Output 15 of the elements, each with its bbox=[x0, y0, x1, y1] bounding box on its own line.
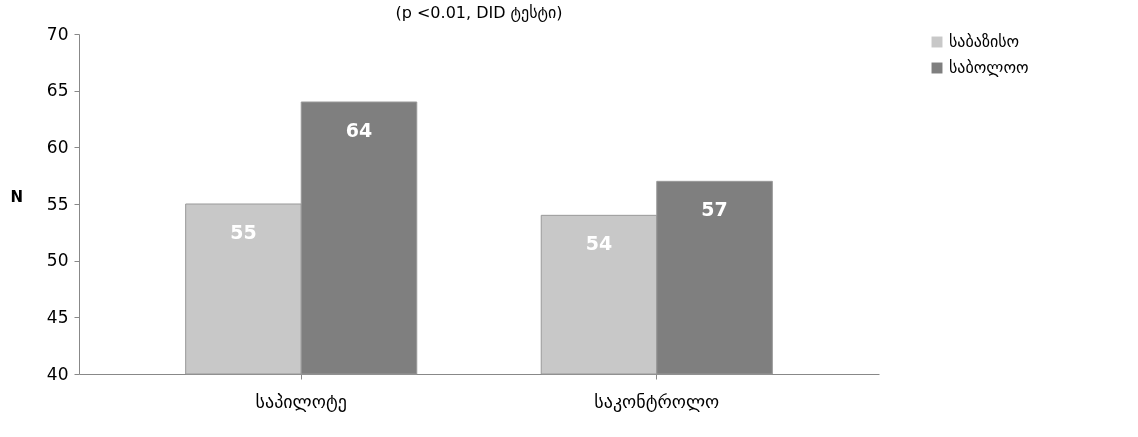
data-label: 57 bbox=[701, 198, 728, 221]
y-tick-label: 50 bbox=[46, 250, 69, 271]
y-tick-label: 70 bbox=[46, 23, 69, 44]
y-tick-label: 45 bbox=[46, 306, 69, 327]
y-tick-label: 40 bbox=[46, 363, 69, 384]
y-tick-label: 65 bbox=[46, 80, 69, 101]
chart-title: (p <0.01, DID ტესტი) bbox=[395, 3, 563, 22]
x-tick-label: საკონტროლო bbox=[594, 390, 720, 412]
x-tick-label: საპილოტე bbox=[255, 390, 347, 412]
data-label: 64 bbox=[345, 119, 373, 141]
legend-label: საბოლოო bbox=[949, 58, 1029, 77]
legend-label: საბაზისო bbox=[949, 32, 1020, 51]
y-tick-label: 55 bbox=[46, 193, 69, 214]
y-tick-label: 60 bbox=[46, 136, 69, 157]
y-axis-title: N bbox=[10, 187, 24, 206]
